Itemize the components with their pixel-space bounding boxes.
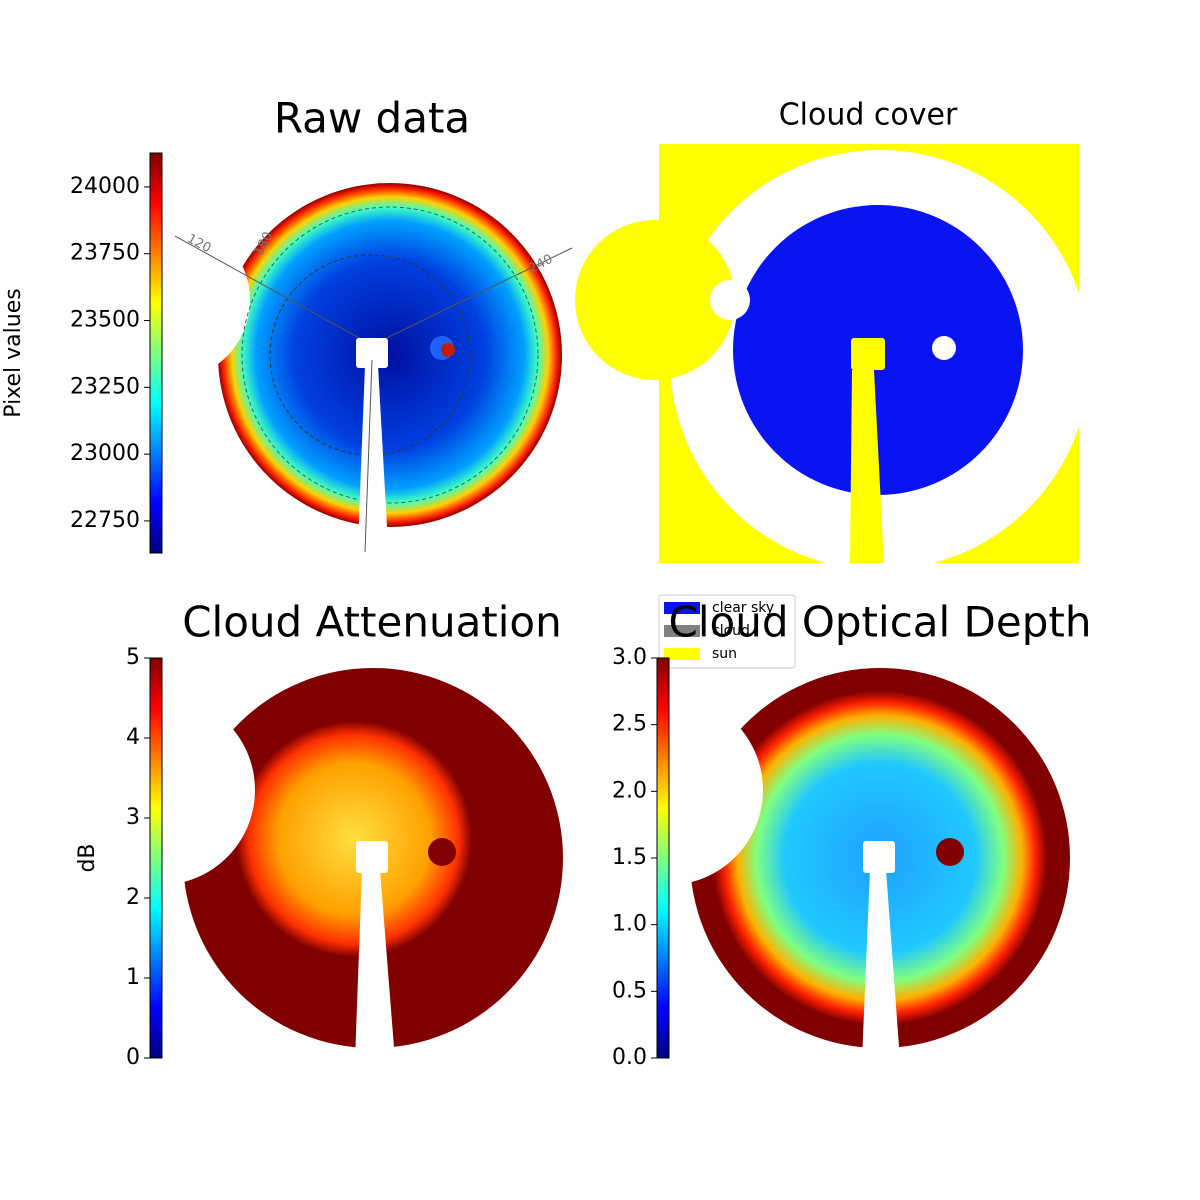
cloud-cover-image [575,144,1090,570]
colorbar-tick-label: 24000 [70,174,140,199]
colorbar-tick-label: 0 [126,1045,140,1070]
colorbar-tick-label: 4 [126,725,140,750]
colorbar [149,657,163,1059]
panel-title: Cloud Optical Depth [669,598,1092,647]
colorbar-tick-label: 23250 [70,374,140,399]
colorbar-tick-label: 3 [126,805,140,830]
colorbar-tick-label: 1 [126,965,140,990]
legend-swatch [664,648,700,660]
colorbar-tick-label: 23000 [70,441,140,466]
panel-title: Cloud cover [779,98,958,133]
colorbar-tick-label: 23750 [70,241,140,266]
raw-image [90,183,573,553]
colorbar-tick-label: 23500 [70,308,140,333]
colorbar-tick-label: 1.5 [612,845,647,870]
colorbar-tick-label: 5 [126,645,140,670]
panel-title: Raw data [274,94,470,143]
legend-swatch [664,625,700,637]
cod-image [573,668,1070,1060]
colorbar-label: dB [75,843,100,872]
legend-label: clear sky [712,600,774,616]
colorbar-tick-label: 3.0 [612,645,647,670]
legend-label: sun [712,646,737,662]
colorbar-tick-label: 1.0 [612,912,647,937]
colorbar-tick-label: 0.5 [612,978,647,1003]
colorbar-label: Pixel values [1,288,26,417]
colorbar-tick-label: 2 [126,885,140,910]
colorbar-tick-label: 0.0 [612,1045,647,1070]
legend-label: cloud [712,623,750,639]
colorbar [656,657,670,1059]
legend-swatch [664,602,700,614]
colorbar-tick-label: 2.0 [612,778,647,803]
colorbar-tick-label: 22750 [70,508,140,533]
colorbar [149,152,163,554]
panel-title: Cloud Attenuation [182,598,562,647]
colorbar-tick-label: 2.5 [612,712,647,737]
